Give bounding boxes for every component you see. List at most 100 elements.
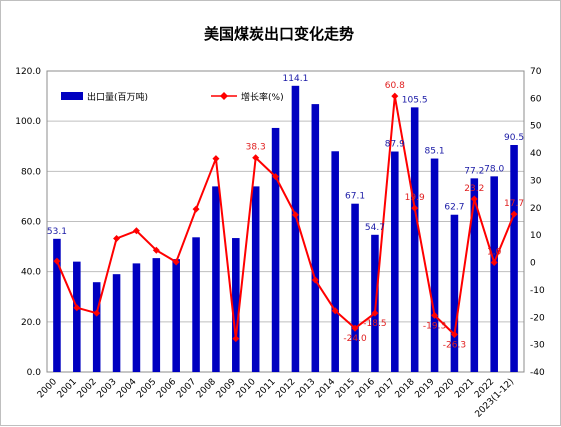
x-tick-label: 2012 xyxy=(274,377,297,400)
legend-label-growth: 增长率(%) xyxy=(241,91,284,103)
line-point xyxy=(470,195,478,203)
bar xyxy=(450,214,459,372)
x-tick-label: 2010 xyxy=(235,377,258,400)
line-series xyxy=(53,92,518,343)
x-tick-label: 2016 xyxy=(354,377,377,400)
line-value-label: 1.0 xyxy=(487,248,502,258)
bar xyxy=(152,258,161,372)
line-value-label: 60.8 xyxy=(385,81,405,91)
bar xyxy=(510,144,518,372)
y-right-tick-label: -10 xyxy=(530,286,545,296)
x-tick-label: 2021 xyxy=(453,377,476,400)
line-point xyxy=(212,155,220,163)
bar xyxy=(112,274,121,372)
x-tick-label: 2007 xyxy=(175,377,198,400)
x-tick-label: 2006 xyxy=(155,377,178,400)
bar xyxy=(251,186,260,372)
y-left-tick-label: 120.0 xyxy=(15,67,41,77)
legend: 出口量(百万吨) 增长率(%) xyxy=(61,91,284,103)
y-right-tick-label: 0 xyxy=(530,259,536,269)
y-right-tick-label: -30 xyxy=(530,341,545,351)
line-point xyxy=(132,227,140,235)
y-left-tick-label: 0.0 xyxy=(27,368,42,378)
line-point xyxy=(391,92,399,100)
bar-value-label: 114.1 xyxy=(283,74,309,84)
y-right-tick-label: 10 xyxy=(530,231,542,241)
chart-title: 美国煤炭出口变化走势 xyxy=(204,25,354,43)
y-left-tick-label: 60.0 xyxy=(21,218,41,228)
x-tick-label: 2019 xyxy=(413,377,436,400)
y-right-tick-label: 20 xyxy=(530,204,542,214)
x-tick-label: 2020 xyxy=(433,377,456,400)
y-right-tick-label: 50 xyxy=(530,122,542,132)
x-tick-label: 2011 xyxy=(254,377,277,400)
line-point xyxy=(291,211,299,219)
bar-value-label: 67.1 xyxy=(345,192,365,202)
line-point xyxy=(113,234,121,242)
y-right-tick-label: -40 xyxy=(530,368,545,378)
y-right-tick-label: 70 xyxy=(530,67,542,77)
line-point xyxy=(371,309,379,317)
bar xyxy=(232,238,240,372)
bar xyxy=(53,238,61,372)
bar xyxy=(351,203,359,372)
bar-value-label: 105.5 xyxy=(402,95,428,105)
line-point xyxy=(272,173,280,181)
line-point xyxy=(73,304,81,312)
bar xyxy=(92,282,101,372)
bar xyxy=(291,85,300,372)
bar-value-label: 77.2 xyxy=(464,166,484,176)
line-point xyxy=(152,246,160,254)
bar xyxy=(430,158,439,372)
x-tick-label: 2015 xyxy=(334,377,357,400)
line-value-label: 38.3 xyxy=(246,143,266,153)
line-point xyxy=(172,258,180,266)
x-tick-label: 2009 xyxy=(215,377,238,400)
y-right-tick-label: 40 xyxy=(530,149,542,159)
bar-value-label: 53.1 xyxy=(47,227,67,237)
line-point xyxy=(252,154,260,162)
line-point xyxy=(450,331,458,339)
bar-series xyxy=(53,85,518,373)
bar xyxy=(410,107,419,372)
line-point xyxy=(351,324,359,332)
bar xyxy=(490,176,498,372)
plot-area-border xyxy=(46,70,525,373)
line-value-label: -24.0 xyxy=(343,334,367,344)
y-left-tick-label: 20.0 xyxy=(21,318,41,328)
growth-line xyxy=(56,95,515,339)
line-value-label: 17.7 xyxy=(504,199,524,209)
x-tick-label: 2004 xyxy=(115,377,138,400)
x-tick-label: 2018 xyxy=(394,377,417,400)
bar xyxy=(132,263,141,372)
line-point xyxy=(311,276,319,284)
bar xyxy=(331,151,339,372)
bar-value-label: 62.7 xyxy=(444,203,464,213)
x-tick-label: 2001 xyxy=(56,377,79,400)
bar xyxy=(192,237,200,372)
line-value-label: 19.9 xyxy=(405,193,425,203)
legend-swatch-volume xyxy=(61,92,83,100)
line-point xyxy=(331,307,339,315)
bar xyxy=(311,104,320,373)
bar-value-label: 85.1 xyxy=(425,147,445,157)
x-tick-label: 2017 xyxy=(374,377,397,400)
legend-marker-growth xyxy=(220,92,228,100)
line-value-label: 23.2 xyxy=(464,184,484,194)
line-point xyxy=(411,204,419,212)
x-tick-label: 2000 xyxy=(36,377,59,400)
x-tick-label: 2014 xyxy=(314,377,337,400)
line-value-label: -18.5 xyxy=(363,319,386,329)
y-right-tick-label: 60 xyxy=(530,94,542,104)
x-tick-label: 2013 xyxy=(294,377,317,400)
bar-value-label: 87.9 xyxy=(385,140,405,150)
y-left-tick-label: 100.0 xyxy=(15,117,41,127)
bar xyxy=(212,186,220,372)
x-tick-label: 2003 xyxy=(95,377,118,400)
x-tick-label: 2005 xyxy=(135,377,158,400)
x-tick-label: 2008 xyxy=(195,377,218,400)
bar xyxy=(172,259,180,372)
bar xyxy=(73,261,81,372)
